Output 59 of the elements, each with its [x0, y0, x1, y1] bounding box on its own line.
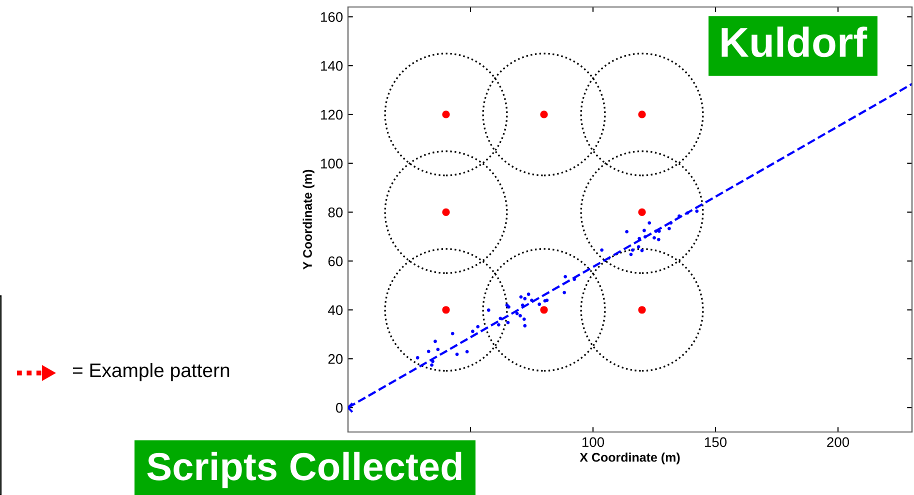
point: [564, 274, 568, 278]
point: [523, 324, 527, 328]
point: [695, 209, 699, 213]
y-tick-label: 80: [328, 208, 343, 218]
point: [654, 230, 658, 233]
point: [416, 356, 420, 360]
text: Scripts Collected: [147, 452, 462, 488]
text: = Example pattern: [72, 362, 230, 382]
point: [455, 352, 459, 356]
y-axis-title: Y Coordinate (m): [302, 170, 314, 270]
point: [630, 248, 634, 252]
x-tick-label: 100: [582, 437, 604, 448]
point: [643, 235, 647, 239]
point: [642, 228, 646, 232]
point: [522, 317, 526, 321]
point: [436, 348, 440, 352]
point: [486, 308, 490, 312]
point: [450, 332, 454, 336]
point: [434, 340, 437, 344]
point: [431, 360, 434, 364]
point: [538, 302, 542, 306]
point: [668, 226, 671, 230]
y-tick-label: 140: [321, 60, 343, 71]
point: [656, 238, 660, 242]
point: [638, 236, 642, 240]
point: [562, 290, 566, 294]
point: [465, 350, 469, 354]
point: [518, 314, 522, 318]
point: [430, 363, 434, 367]
point: [600, 248, 604, 252]
point: [648, 221, 652, 225]
point: [471, 330, 474, 334]
point: [572, 278, 576, 282]
point: [426, 350, 430, 354]
y-tick-label: 0: [336, 402, 343, 413]
point: [476, 325, 480, 328]
point: [526, 292, 530, 296]
y-tick-label: 120: [321, 110, 343, 120]
x-tick-label: 200: [827, 437, 850, 448]
annotation: Kuldorf: [722, 26, 868, 58]
point: [652, 236, 656, 240]
y-tick-label: 20: [328, 354, 343, 364]
y-tick-label: 40: [328, 305, 343, 316]
point: [636, 245, 640, 249]
y-tick-label: 100: [321, 158, 343, 168]
y-tick-label: 60: [328, 256, 343, 266]
point: [686, 211, 690, 215]
point: [520, 304, 524, 307]
point: [523, 296, 527, 300]
point: [498, 316, 502, 320]
point: [657, 230, 661, 233]
x-axis-title: X Coordinate (m): [580, 452, 680, 464]
y-tick-label: 160: [321, 12, 343, 22]
x-tick-label: 150: [704, 437, 727, 448]
point: [669, 221, 673, 225]
point: [496, 323, 500, 326]
point: [519, 295, 523, 299]
point: [625, 230, 629, 234]
point: [530, 298, 534, 302]
